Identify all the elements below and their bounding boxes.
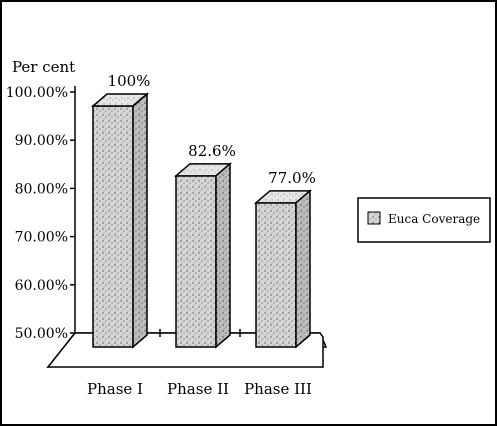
legend-swatch <box>367 211 381 225</box>
bar-front <box>175 175 217 348</box>
bar-front <box>92 105 134 348</box>
bar <box>90 92 150 349</box>
legend: Euca Coverage <box>357 197 491 243</box>
y-tick-label: 90.00% <box>15 133 68 149</box>
bars <box>90 92 313 349</box>
x-tick-label: Phase II <box>167 380 229 398</box>
y-axis-label: Per cent <box>12 58 75 76</box>
data-label: 100% <box>108 72 151 90</box>
x-tick-label: Phase I <box>87 380 143 398</box>
bar-front <box>255 202 297 348</box>
bar-side <box>295 189 311 349</box>
bar-side <box>132 92 148 349</box>
y-tick-label: 100.00% <box>6 85 68 101</box>
bar <box>253 189 313 349</box>
bar-side <box>215 162 231 349</box>
y-tick-label: 50.00% <box>15 326 68 342</box>
y-tick-label: 60.00% <box>15 278 68 294</box>
y-tick-label: 70.00% <box>15 230 68 246</box>
x-tick-label: Phase III <box>244 380 312 398</box>
legend-label: Euca Coverage <box>388 212 480 226</box>
data-label: 77.0% <box>268 169 316 187</box>
data-label: 82.6% <box>188 142 236 160</box>
data-labels: 100% Phase I 82.6% Phase II 77.0% Phase III <box>87 72 316 398</box>
y-tick-label: 80.00% <box>15 181 68 197</box>
bar <box>173 162 233 349</box>
